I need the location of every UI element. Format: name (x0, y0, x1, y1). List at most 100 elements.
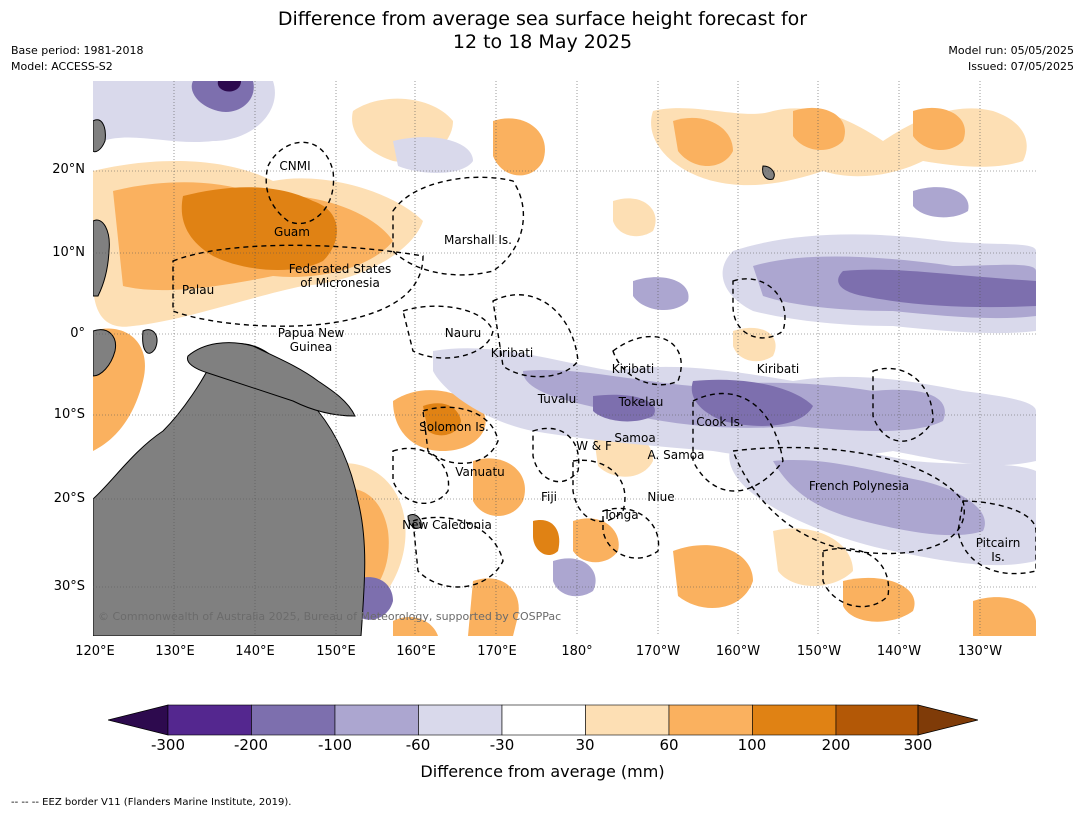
eez-border (612, 335, 682, 386)
place-label: Guam (274, 225, 310, 239)
sulawesi-landmass (142, 329, 158, 354)
taiwan-landmass (93, 119, 106, 153)
eez-border (822, 547, 890, 608)
place-label: Solomon Is. (419, 420, 489, 434)
new-guinea-landmass (186, 342, 356, 417)
lon-label: 150°E (316, 644, 356, 659)
eez-border (392, 176, 525, 276)
anomaly-region (673, 545, 753, 608)
place-label: Niue (647, 490, 675, 504)
place-label: Federated States of Micronesia (288, 262, 392, 290)
anomaly-region (673, 117, 733, 166)
place-label: Pitcairn Is. (975, 536, 1021, 564)
colorbar-tick: -30 (489, 736, 515, 754)
copyright-notice: © Commonwealth of Australia 2025, Bureau… (98, 610, 562, 623)
place-label: A. Samoa (647, 448, 705, 462)
colorbar-segment (585, 704, 670, 736)
place-label: W & F (576, 439, 612, 453)
anomaly-region (838, 269, 1036, 308)
model-run: Model run: 05/05/2025 (948, 44, 1074, 57)
place-label: Kiribati (490, 346, 534, 360)
place-label: CNMI (279, 159, 311, 173)
colorbar-tick: -60 (405, 736, 431, 754)
lat-label: 10°N (52, 245, 85, 260)
place-label: Tonga (603, 508, 639, 522)
lon-label: 150°W (796, 644, 842, 659)
colorbar-label: Difference from average (mm) (420, 762, 665, 781)
colorbar-segment (334, 704, 419, 736)
colorbar-tick: 200 (821, 736, 851, 754)
colorbar-tick: 100 (737, 736, 767, 754)
eez-border (602, 507, 660, 559)
lon-label: 170°W (635, 644, 681, 659)
meta-right: Model run: 05/05/2025 Issued: 07/05/2025 (948, 43, 1074, 75)
anomaly-region (973, 597, 1036, 636)
base-period: Base period: 1981-2018 (11, 44, 144, 57)
colorbar-segment (167, 704, 252, 736)
lon-label: 140°W (876, 644, 922, 659)
lon-label: 160°E (396, 644, 436, 659)
anomaly-region (573, 518, 619, 563)
anomaly-region (553, 558, 596, 597)
place-label: Marshall Is. (444, 233, 512, 247)
eez-border (492, 294, 579, 378)
anomaly-region (691, 379, 813, 426)
colorbar-tick: 60 (659, 736, 679, 754)
lon-label: 160°W (715, 644, 761, 659)
lat-label: 10°S (53, 407, 85, 422)
title-line-2: 12 to 18 May 2025 (452, 31, 633, 53)
anomaly-region (493, 118, 545, 176)
lat-label: 30°S (53, 579, 85, 594)
place-label: Tuvalu (537, 392, 577, 406)
place-label: New Caledonia (402, 518, 492, 532)
colorbar-tick: -300 (150, 736, 186, 754)
anomaly-region (793, 107, 845, 151)
anomaly-region (533, 520, 560, 556)
place-label: Papua New Guinea (277, 326, 345, 354)
anomaly-region (217, 81, 241, 92)
title-line-1: Difference from average sea surface heig… (277, 8, 808, 30)
map-title: Difference from average sea surface heig… (0, 8, 1085, 54)
new-caledonia-landmass (407, 513, 422, 529)
lat-label: 20°N (52, 162, 85, 177)
lat-label: 20°S (53, 491, 85, 506)
lat-label: 0° (70, 326, 85, 341)
philippines-landmass (93, 219, 110, 297)
hawaii-landmass (762, 165, 775, 180)
anomaly-region (613, 198, 656, 237)
anomaly-region (633, 277, 689, 311)
map-canvas (93, 81, 1036, 636)
eez-border (265, 141, 335, 225)
meta-left: Base period: 1981-2018 Model: ACCESS-S2 (11, 43, 143, 75)
anomaly-region (913, 107, 965, 151)
anomaly-region (913, 187, 969, 218)
eez-border (422, 406, 499, 465)
place-label: French Polynesia (808, 479, 910, 493)
eez-border (392, 447, 450, 505)
place-label: Cook Is. (696, 415, 744, 429)
place-label: Nauru (444, 326, 482, 340)
eez-border (532, 427, 580, 483)
anomaly-region (843, 577, 915, 622)
anomaly-region (191, 81, 254, 112)
place-label: Kiribati (756, 362, 800, 376)
colorbar (108, 704, 978, 736)
land-layer (93, 119, 775, 636)
anomaly-region (393, 616, 438, 636)
eez-borders (172, 141, 1036, 608)
lon-label: 130°W (957, 644, 1003, 659)
lon-label: 140°E (235, 644, 275, 659)
footnote: -- -- -- EEZ border V11 (Flanders Marine… (11, 797, 292, 808)
lon-label: 120°E (75, 644, 115, 659)
anomaly-region (773, 528, 853, 586)
colorbar-segment (251, 704, 336, 736)
place-label: Kiribati (611, 362, 655, 376)
colorbar-segment (418, 704, 503, 736)
lon-label: 170°E (477, 644, 517, 659)
eez-border (732, 446, 965, 555)
eez-border (572, 459, 626, 522)
lon-label: 130°E (155, 644, 195, 659)
colorbar-segment (835, 704, 919, 736)
anomaly-region (393, 137, 473, 173)
model-name: Model: ACCESS-S2 (11, 60, 113, 73)
